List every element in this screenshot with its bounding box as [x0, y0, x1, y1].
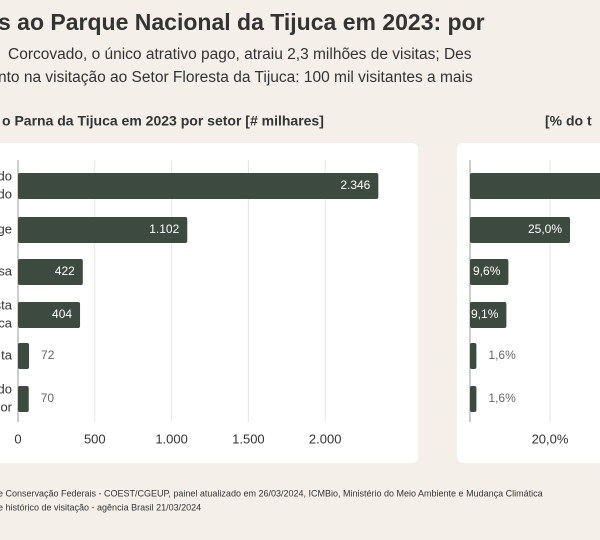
- value-label: 70: [41, 391, 55, 405]
- bar: [470, 217, 570, 243]
- value-label: 72: [41, 348, 55, 362]
- bar: [18, 386, 29, 412]
- category-label: do: [0, 168, 12, 183]
- subtitle: nto na visitação ao Setor Floresta da Ti…: [0, 69, 473, 86]
- value-label: 9,6%: [473, 264, 501, 278]
- category-label: ca: [0, 315, 13, 330]
- category-label: sa: [0, 263, 13, 278]
- category-label: sta: [0, 297, 13, 312]
- category-label: ge: [0, 221, 12, 236]
- panel-title: [% do t: [545, 113, 592, 129]
- footer: e histórico de visitação - agência Brasi…: [0, 502, 201, 512]
- bar: [470, 343, 477, 369]
- value-label: 25,0%: [528, 222, 562, 236]
- x-tick-label: 1.500: [232, 431, 265, 446]
- panel-title: o Parna da Tijuca em 2023 por setor [# m…: [2, 113, 324, 129]
- category-label: or: [0, 399, 12, 414]
- value-label: 1.102: [149, 222, 179, 236]
- category-label: do: [0, 186, 12, 201]
- bar: [18, 343, 30, 369]
- x-tick-label: 2.000: [309, 431, 342, 446]
- bar: [470, 386, 477, 412]
- x-tick-label: 20,0%: [532, 431, 569, 446]
- bar: [470, 173, 600, 199]
- subtitle: Corcovado, o único atrativo pago, atraiu…: [8, 46, 472, 63]
- category-label: ta: [1, 347, 13, 362]
- bar: [18, 217, 188, 243]
- value-label: 1,6%: [488, 348, 516, 362]
- title: s ao Parque Nacional da Tijuca em 2023: …: [0, 9, 485, 35]
- footer: e Conservação Federais - COEST/CGEUP, pa…: [0, 488, 543, 498]
- x-tick-label: 1.000: [155, 431, 188, 446]
- bar: [18, 259, 83, 285]
- x-tick-label: 500: [84, 431, 106, 446]
- category-label: do: [0, 381, 12, 396]
- value-label: 9,1%: [471, 307, 499, 321]
- value-label: 2.346: [340, 178, 370, 192]
- value-label: 1,6%: [488, 391, 516, 405]
- value-label: 404: [52, 307, 72, 321]
- value-label: 422: [55, 264, 75, 278]
- bar: [18, 302, 81, 328]
- bar: [18, 173, 379, 199]
- bar: [470, 259, 509, 285]
- bar: [470, 302, 507, 328]
- x-tick-label: 0: [14, 431, 21, 446]
